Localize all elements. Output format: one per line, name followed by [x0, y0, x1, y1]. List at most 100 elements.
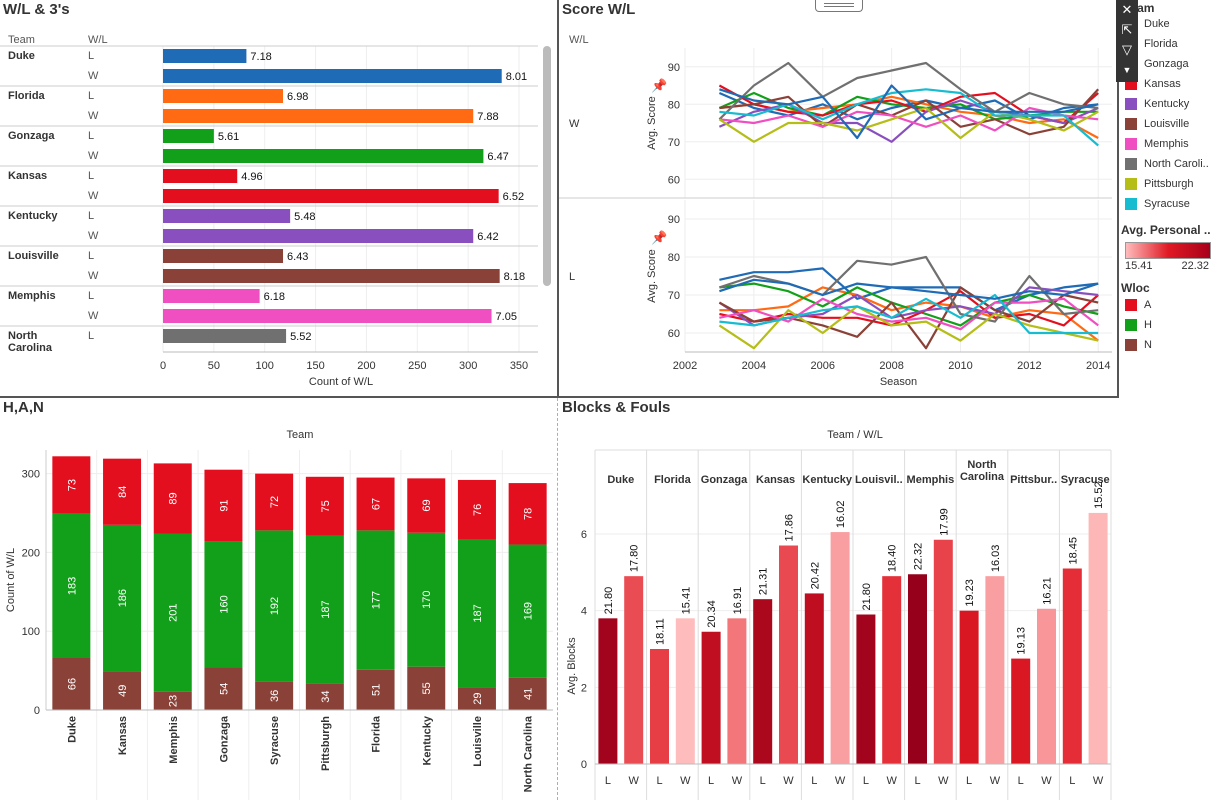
stacked-bar-segment — [103, 671, 142, 710]
bar — [830, 532, 850, 764]
wl-label: W — [88, 150, 99, 162]
bar-value-label: 19.23 — [964, 579, 976, 607]
popout-icon[interactable]: ⇱ — [1121, 22, 1133, 37]
score-wl-panel: Score W/L W/L W 60 70 80 90 Avg. Score 📌 L 60 70 80… — [559, 0, 1119, 398]
wloc-legend-item[interactable]: H — [1125, 319, 1152, 331]
team-legend-item[interactable]: Kentucky — [1125, 98, 1189, 110]
bar — [727, 618, 747, 764]
wl-label: L — [1018, 775, 1024, 787]
y-tick-label: 300 — [22, 469, 40, 481]
bar — [163, 209, 291, 223]
wl-label: L — [88, 90, 94, 102]
y-tick-label: 6 — [581, 529, 587, 541]
wl-label: L — [966, 775, 972, 787]
bar — [163, 149, 484, 163]
legend-swatch — [1125, 118, 1137, 130]
segment-label: 183 — [66, 577, 78, 595]
team-header: North Carolina — [960, 459, 1005, 483]
bar — [163, 189, 499, 203]
pin-icon: 📌 — [651, 77, 667, 93]
legend-swatch — [1125, 138, 1137, 150]
series-line — [719, 278, 1099, 300]
scrollbar-thumb[interactable] — [543, 46, 551, 286]
score-wl-title: Score W/L — [562, 1, 636, 18]
stacked-bar-segment — [103, 458, 142, 525]
bar — [163, 169, 238, 183]
team-legend-item[interactable]: North Caroli.. — [1125, 158, 1209, 170]
bar — [804, 593, 824, 764]
team-header: Gonzaga — [701, 474, 748, 486]
legend-swatch — [1125, 299, 1137, 311]
wl-label: W — [990, 775, 1001, 787]
segment-label: 66 — [66, 678, 78, 690]
bar — [650, 649, 669, 764]
segment-label: 91 — [218, 499, 230, 511]
team-legend-item[interactable]: Pittsburgh — [1125, 178, 1194, 190]
team-legend-item[interactable]: Memphis — [1125, 138, 1189, 150]
wloc-legend-item[interactable]: N — [1125, 339, 1152, 351]
segment-label: 36 — [269, 690, 281, 702]
x-tick-label: 150 — [306, 360, 324, 372]
bar-value-label: 17.86 — [784, 514, 796, 542]
bar-value-label: 6.43 — [287, 251, 308, 263]
wloc-legend-item[interactable]: A — [1125, 299, 1151, 311]
team-legend-item[interactable]: Syracuse — [1125, 198, 1190, 210]
stacked-bar-segment — [457, 687, 496, 710]
column-header: Team / W/L — [827, 429, 883, 441]
category-label: Pittsburgh — [320, 716, 332, 771]
category-label: Gonzaga — [218, 715, 230, 762]
segment-label: 23 — [168, 695, 180, 707]
row-header-team: Team — [8, 34, 35, 46]
bar — [163, 249, 284, 263]
segment-label: 49 — [117, 685, 129, 697]
column-header: Team — [287, 429, 314, 441]
x-tick-label: 2008 — [879, 360, 903, 372]
x-tick-label: 250 — [408, 360, 426, 372]
y-axis-title: Avg. Score — [646, 249, 658, 303]
stacked-bar-segment — [103, 524, 142, 672]
personal-min: 15.41 — [1125, 260, 1153, 272]
legend-label: Florida — [1144, 38, 1178, 50]
segment-label: 177 — [371, 591, 383, 609]
more-options-icon[interactable]: ▼ — [1122, 65, 1132, 75]
stacked-bar-segment — [356, 530, 395, 670]
bar-value-label: 6.42 — [477, 231, 498, 243]
filter-icon[interactable]: ▽ — [1122, 42, 1132, 57]
bar — [1062, 568, 1082, 764]
stacked-bar-segment — [305, 535, 344, 684]
row-header-wl: W/L — [88, 34, 108, 46]
bar-value-label: 17.80 — [629, 545, 641, 573]
bar-value-label: 18.45 — [1067, 537, 1079, 565]
segment-label: 89 — [168, 492, 180, 504]
stacked-bar-segment — [407, 478, 446, 533]
stacked-bar-segment — [153, 463, 192, 534]
bar — [908, 574, 927, 764]
segment-label: 72 — [269, 496, 281, 508]
bar — [163, 129, 214, 143]
bar-value-label: 5.52 — [290, 331, 311, 343]
bar — [701, 631, 721, 764]
stacked-bar-segment — [255, 530, 294, 682]
bar-value-label: 6.98 — [287, 91, 308, 103]
y-axis-title: Avg. Score — [646, 96, 658, 150]
score-wl-chart: W/L W 60 70 80 90 Avg. Score 📌 L 60 70 80 90 Avg. Sco… — [559, 34, 1112, 388]
drag-handle[interactable] — [815, 0, 863, 12]
series-line — [719, 88, 1100, 136]
wl-label: L — [88, 290, 94, 302]
team-legend-item[interactable]: Louisville — [1125, 118, 1189, 130]
bar-value-label: 15.52 — [1093, 481, 1105, 509]
blocks-fouls-panel: Blocks & Fouls Team / W/L 0 2 4 6 Avg. Blocks… — [559, 398, 1117, 800]
stacked-bar-segment — [356, 477, 395, 531]
bar — [1037, 608, 1056, 764]
bar-value-label: 16.02 — [835, 501, 847, 529]
wl-label: L — [88, 130, 94, 142]
wl-label: L — [1069, 775, 1075, 787]
bar — [856, 614, 876, 764]
wl-label: W — [88, 70, 99, 82]
han-title: H,A,N — [3, 399, 44, 416]
blocks-fouls-chart: Team / W/L 0 2 4 6 Avg. Blocks Duke 21.80 L 17.80… — [566, 429, 1112, 800]
bar — [882, 576, 902, 764]
segment-label: 187 — [320, 600, 332, 618]
close-icon[interactable]: ✕ — [1121, 2, 1133, 17]
segment-label: 41 — [523, 688, 535, 700]
